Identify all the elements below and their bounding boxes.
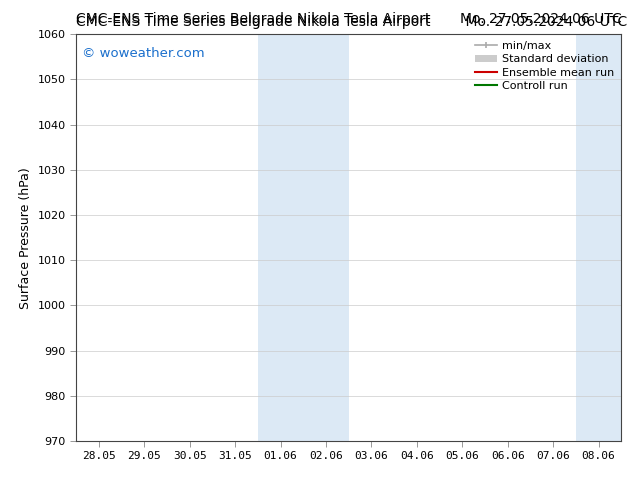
Bar [258,34,349,441]
Text: © woweather.com: © woweather.com [82,47,204,59]
Text: CMC-ENS Time Series Belgrade Nikola Tesla Airport: CMC-ENS Time Series Belgrade Nikola Tesl… [76,12,430,26]
Y-axis label: Surface Pressure (hPa): Surface Pressure (hPa) [19,167,32,309]
Legend: min/max, Standard deviation, Ensemble mean run, Controll run: min/max, Standard deviation, Ensemble me… [471,38,618,94]
Bar [576,34,621,441]
Text: Mo. 27.05.2024 06 UTC: Mo. 27.05.2024 06 UTC [460,12,621,26]
Text: CMC-ENS Time Series Belgrade Nikola Tesla Airport        Mo. 27.05.2024 06 UTC: CMC-ENS Time Series Belgrade Nikola Tesl… [76,15,627,29]
